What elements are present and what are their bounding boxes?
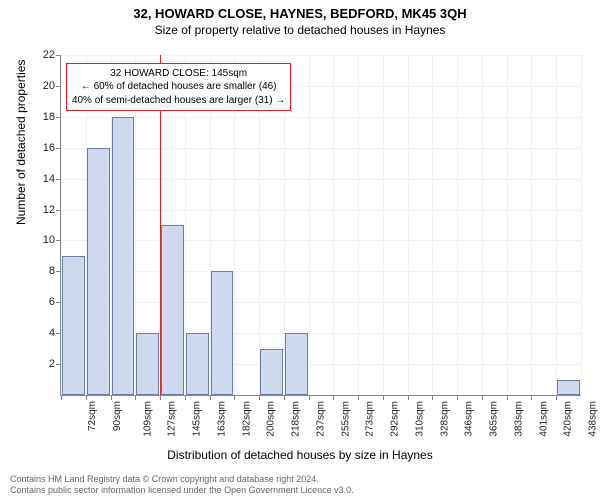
x-tick-label: 237sqm bbox=[315, 401, 326, 437]
annotation-line: 40% of semi-detached houses are larger (… bbox=[72, 94, 285, 108]
x-tick-label: 127sqm bbox=[167, 401, 178, 437]
y-tick-label: 12 bbox=[43, 204, 55, 216]
y-tick-label: 8 bbox=[49, 265, 55, 277]
x-tick-label: 310sqm bbox=[414, 401, 425, 437]
x-tick-label: 328sqm bbox=[439, 401, 450, 437]
x-tick-mark bbox=[234, 395, 235, 400]
x-tick-label: 438sqm bbox=[588, 401, 599, 437]
x-axis-title: Distribution of detached houses by size … bbox=[0, 448, 600, 462]
x-tick-label: 72sqm bbox=[87, 401, 98, 431]
gridline-v bbox=[531, 55, 532, 395]
x-tick-mark bbox=[432, 395, 433, 400]
x-tick-label: 200sqm bbox=[266, 401, 277, 437]
x-tick-mark bbox=[408, 395, 409, 400]
x-tick-mark bbox=[556, 395, 557, 400]
gridline-v bbox=[309, 55, 310, 395]
x-tick-label: 292sqm bbox=[390, 401, 401, 437]
x-tick-label: 365sqm bbox=[489, 401, 500, 437]
x-tick-label: 383sqm bbox=[514, 401, 525, 437]
histogram-bar bbox=[62, 256, 85, 395]
x-tick-label: 145sqm bbox=[192, 401, 203, 437]
x-tick-mark bbox=[309, 395, 310, 400]
x-tick-mark bbox=[383, 395, 384, 400]
x-tick-mark bbox=[333, 395, 334, 400]
x-tick-mark bbox=[531, 395, 532, 400]
histogram-bar bbox=[161, 225, 184, 395]
histogram-bar bbox=[557, 380, 580, 395]
footer-line-2: Contains public sector information licen… bbox=[10, 485, 354, 496]
gridline-h bbox=[61, 240, 581, 241]
annotation-line: ← 60% of detached houses are smaller (46… bbox=[72, 80, 285, 94]
footer-attribution: Contains HM Land Registry data © Crown c… bbox=[10, 474, 354, 496]
histogram-bar bbox=[112, 117, 135, 395]
y-tick-label: 22 bbox=[43, 49, 55, 61]
gridline-v bbox=[358, 55, 359, 395]
y-tick-label: 14 bbox=[43, 173, 55, 185]
x-tick-mark bbox=[61, 395, 62, 400]
gridline-h bbox=[61, 210, 581, 211]
x-tick-mark bbox=[507, 395, 508, 400]
histogram-bar bbox=[260, 349, 283, 395]
y-tick-label: 18 bbox=[43, 111, 55, 123]
x-tick-label: 420sqm bbox=[563, 401, 574, 437]
x-tick-mark bbox=[482, 395, 483, 400]
gridline-h bbox=[61, 271, 581, 272]
gridline-h bbox=[61, 148, 581, 149]
gridline-v bbox=[383, 55, 384, 395]
y-tick-label: 2 bbox=[49, 358, 55, 370]
gridline-v bbox=[507, 55, 508, 395]
gridline-v bbox=[457, 55, 458, 395]
plot-area: 24681012141618202272sqm90sqm109sqm127sqm… bbox=[60, 55, 581, 396]
histogram-bar bbox=[186, 333, 209, 395]
histogram-bar bbox=[285, 333, 308, 395]
histogram-bar bbox=[136, 333, 159, 395]
x-tick-mark bbox=[185, 395, 186, 400]
gridline-h bbox=[61, 117, 581, 118]
histogram-bar bbox=[211, 271, 234, 395]
annotation-box: 32 HOWARD CLOSE: 145sqm← 60% of detached… bbox=[66, 63, 291, 112]
gridline-v bbox=[432, 55, 433, 395]
x-tick-mark bbox=[86, 395, 87, 400]
gridline-h bbox=[61, 179, 581, 180]
x-tick-label: 182sqm bbox=[241, 401, 252, 437]
y-tick-label: 20 bbox=[43, 80, 55, 92]
annotation-line: 32 HOWARD CLOSE: 145sqm bbox=[72, 67, 285, 81]
x-tick-label: 401sqm bbox=[538, 401, 549, 437]
x-tick-mark bbox=[457, 395, 458, 400]
page-subtitle: Size of property relative to detached ho… bbox=[0, 21, 600, 37]
y-tick-label: 4 bbox=[49, 327, 55, 339]
gridline-v bbox=[408, 55, 409, 395]
y-tick-label: 10 bbox=[43, 234, 55, 246]
x-tick-label: 163sqm bbox=[216, 401, 227, 437]
x-tick-mark bbox=[111, 395, 112, 400]
histogram-bar bbox=[87, 148, 110, 395]
x-tick-mark bbox=[210, 395, 211, 400]
gridline-v bbox=[333, 55, 334, 395]
y-axis-title: Number of detached properties bbox=[14, 60, 28, 225]
x-tick-label: 109sqm bbox=[142, 401, 153, 437]
gridline-v bbox=[482, 55, 483, 395]
footer-line-1: Contains HM Land Registry data © Crown c… bbox=[10, 474, 354, 485]
x-tick-label: 346sqm bbox=[464, 401, 475, 437]
x-tick-mark bbox=[160, 395, 161, 400]
x-tick-mark bbox=[135, 395, 136, 400]
y-tick-label: 6 bbox=[49, 296, 55, 308]
x-tick-label: 90sqm bbox=[112, 401, 123, 431]
gridline-h bbox=[61, 55, 581, 56]
x-tick-mark bbox=[259, 395, 260, 400]
gridline-v bbox=[581, 55, 582, 395]
gridline-v bbox=[556, 55, 557, 395]
gridline-h bbox=[61, 302, 581, 303]
page-title: 32, HOWARD CLOSE, HAYNES, BEDFORD, MK45 … bbox=[0, 0, 600, 21]
x-tick-label: 273sqm bbox=[365, 401, 376, 437]
x-tick-mark bbox=[284, 395, 285, 400]
chart-container: 32, HOWARD CLOSE, HAYNES, BEDFORD, MK45 … bbox=[0, 0, 600, 500]
chart-area: 24681012141618202272sqm90sqm109sqm127sqm… bbox=[60, 55, 580, 395]
x-tick-label: 255sqm bbox=[340, 401, 351, 437]
x-tick-mark bbox=[358, 395, 359, 400]
y-tick-label: 16 bbox=[43, 142, 55, 154]
x-tick-label: 218sqm bbox=[291, 401, 302, 437]
